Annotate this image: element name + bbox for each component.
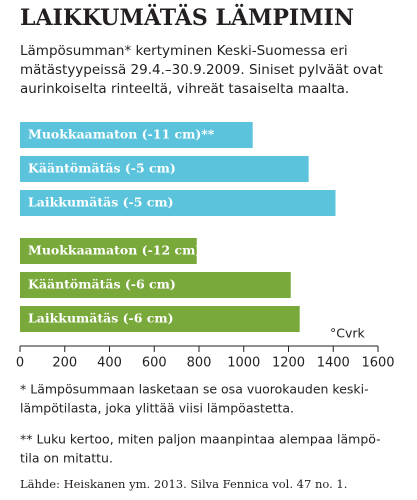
bar <box>20 306 300 332</box>
x-axis-label: °Cvrk <box>330 326 366 341</box>
footnote: * Lämpösummaan lasketaan se osa vuorokau… <box>20 382 369 397</box>
footnote: ** Luku kertoo, miten paljon maanpintaa … <box>20 432 381 447</box>
bar <box>20 156 309 182</box>
x-tick-label: 800 <box>187 356 212 371</box>
x-tick-label: 400 <box>97 356 122 371</box>
x-tick-label: 0 <box>16 356 24 371</box>
x-tick-label: 600 <box>142 356 167 371</box>
x-tick-label: 1000 <box>227 356 260 371</box>
bar-label: Laikkumätäs (-5 cm) <box>28 195 174 210</box>
subtitle: Lämpösumman* kertyminen Keski-Suomessa e… <box>20 43 348 59</box>
bar-label: Kääntömätäs (-6 cm) <box>28 277 176 292</box>
x-tick-label: 1400 <box>317 356 350 371</box>
bar <box>20 122 253 148</box>
footnote: tila on mitattu. <box>20 451 113 466</box>
bar-label: Muokkaamaton (-12 cm) <box>28 243 201 258</box>
subtitle: mätästyypeissä 29.4.–30.9.2009. Siniset … <box>20 62 383 78</box>
bar <box>20 272 291 298</box>
x-tick-label: 200 <box>52 356 77 371</box>
bar-label: Muokkaamaton (-11 cm)** <box>28 127 215 142</box>
footnote: lämpötilasta, joka ylittää viisi lämpöas… <box>20 401 294 416</box>
x-tick-label: 1600 <box>361 356 394 371</box>
source: Lähde: Heiskanen ym. 2013. Silva Fennica… <box>20 477 347 491</box>
subtitle: aurinkoiselta rinteeltä, vihreät tasaise… <box>20 81 349 97</box>
bar <box>20 190 336 216</box>
bar <box>20 238 197 264</box>
x-tick-label: 1200 <box>272 356 305 371</box>
bar-label: Kääntömätäs (-5 cm) <box>28 161 176 176</box>
chart-title: LAIKKUMÄTÄS LÄMPIMIN <box>20 3 354 31</box>
bar-label: Laikkumätäs (-6 cm) <box>28 311 174 326</box>
